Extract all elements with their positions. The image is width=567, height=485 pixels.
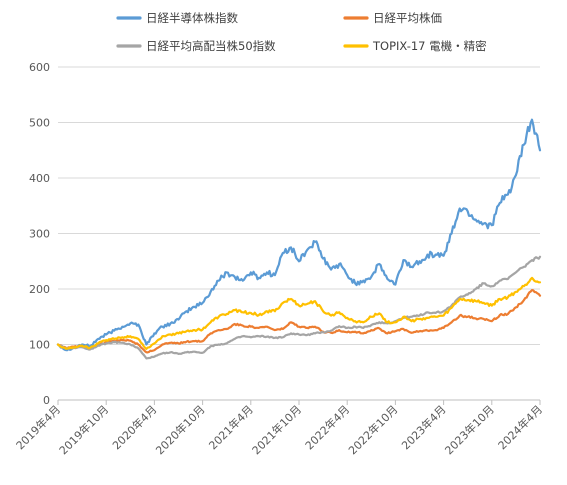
x-tick-label: 2023年10月 bbox=[442, 402, 497, 457]
x-tick-label: 2022年4月 bbox=[302, 402, 352, 452]
y-tick-label: 600 bbox=[29, 61, 50, 74]
x-tick-label: 2019年4月 bbox=[13, 402, 63, 452]
x-tick-label: 2020年4月 bbox=[109, 402, 159, 452]
x-tick-label: 2024年4月 bbox=[495, 402, 545, 452]
legend-label: 日経平均高配当株50指数 bbox=[146, 39, 276, 53]
series-line bbox=[56, 289, 542, 354]
series-line bbox=[56, 255, 542, 360]
series-line bbox=[56, 276, 542, 350]
y-tick-label: 400 bbox=[29, 172, 50, 185]
y-tick-label: 100 bbox=[29, 339, 50, 352]
x-tick-label: 2021年4月 bbox=[206, 402, 256, 452]
x-tick-label: 2022年10月 bbox=[345, 402, 400, 457]
x-tick-label: 2019年10月 bbox=[56, 402, 111, 457]
x-tick-label: 2023年4月 bbox=[399, 402, 449, 452]
series-line bbox=[56, 118, 542, 352]
y-tick-label: 200 bbox=[29, 283, 50, 296]
legend-label: 日経平均株価 bbox=[373, 11, 442, 25]
y-tick-label: 0 bbox=[43, 394, 50, 407]
y-tick-label: 500 bbox=[29, 117, 50, 130]
series-lines bbox=[56, 118, 542, 360]
x-tick-label: 2020年10月 bbox=[153, 402, 208, 457]
gridlines bbox=[58, 66, 540, 401]
legend-label: 日経半導体株指数 bbox=[146, 11, 238, 25]
y-tick-label: 300 bbox=[29, 228, 50, 241]
legend-label: TOPIX-17 電機・精密 bbox=[372, 39, 487, 53]
x-tick-label: 2021年10月 bbox=[249, 402, 304, 457]
